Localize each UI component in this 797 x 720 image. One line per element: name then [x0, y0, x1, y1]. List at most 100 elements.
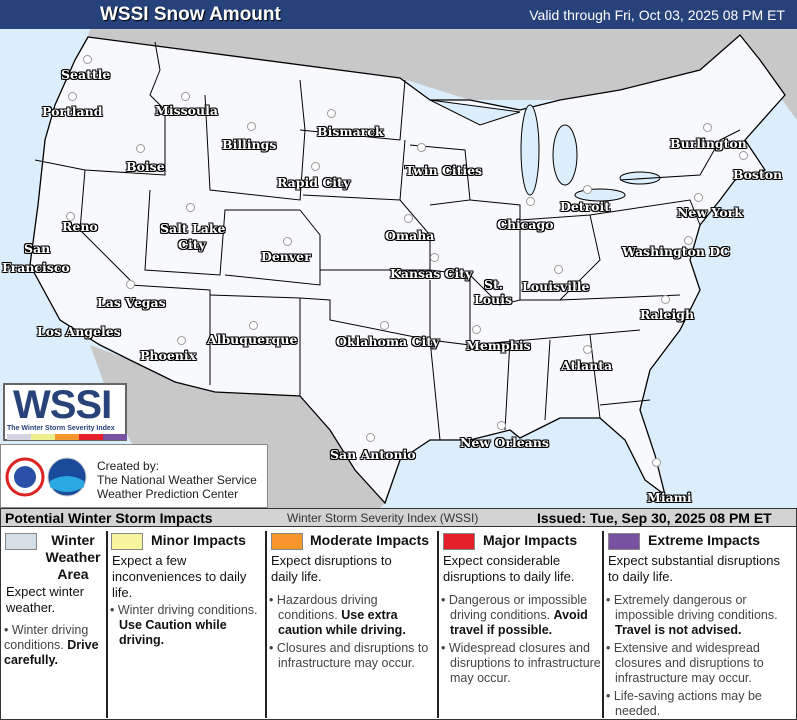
canada-land: [88, 29, 797, 120]
city-label: Miami: [647, 490, 692, 505]
logo-bar: [103, 434, 127, 440]
header-bar: WSSI Snow Amount Valid through Fri, Oct …: [0, 0, 797, 29]
city-dot: [380, 321, 389, 330]
map-title: WSSI Snow Amount: [100, 4, 281, 25]
city-dot: [68, 92, 77, 101]
bullet: • Winter driving conditions. Drive caref…: [4, 623, 99, 667]
bullet: • Closures and disruptions to infrastruc…: [269, 641, 429, 670]
city-dot: [684, 236, 693, 245]
city-label: Twin Cities: [405, 163, 483, 178]
city-dot: [404, 214, 413, 223]
legend-heading: Potential Winter Storm Impacts: [5, 510, 213, 526]
city-label: Salt Lake: [160, 221, 226, 236]
legend-extreme: Extreme Impacts Expect substantial disru…: [605, 531, 797, 718]
city-dot: [126, 280, 135, 289]
agency-logos: [5, 457, 87, 497]
credit-box: Created by: The National Weather Service…: [0, 444, 268, 508]
logo-bar: [55, 434, 79, 440]
category-expect: Expect a few inconveniences to daily lif…: [112, 553, 247, 600]
city-dot: [703, 123, 712, 132]
divider: [602, 531, 604, 718]
category-expect: Expect considerable disruptions to daily…: [443, 553, 575, 584]
impacts-legend: Potential Winter Storm Impacts Winter St…: [0, 508, 797, 720]
divider: [265, 531, 267, 718]
color-swatch: [5, 533, 37, 550]
city-dot: [430, 253, 439, 262]
city-label: Denver: [261, 249, 311, 264]
category-expect: Expect disruptions to daily life.: [271, 553, 392, 584]
city-dot: [311, 162, 320, 171]
city-dot: [583, 345, 592, 354]
city-dot: [472, 325, 481, 334]
city-dot: [554, 265, 563, 274]
city-label: Portland: [42, 104, 103, 119]
city-label: Kansas City: [390, 266, 473, 281]
city-label: Francisco: [2, 260, 70, 275]
city-label: New York: [677, 205, 743, 220]
category-title: Winter Weather Area: [45, 532, 101, 582]
logo-bar: [79, 434, 103, 440]
logo-text: WSSI: [13, 383, 112, 427]
city-label: Omaha: [385, 228, 435, 243]
bullet: • Winter driving conditions. Use Caution…: [110, 603, 258, 647]
city-dot: [526, 197, 535, 206]
bullet: • Dangerous or impossible driving condit…: [441, 593, 588, 637]
credit-line: Weather Prediction Center: [97, 487, 239, 501]
city-label: Boise: [126, 159, 165, 174]
bullet: • Extremely dangerous or impossible driv…: [606, 593, 778, 637]
logo-bar: [7, 434, 31, 440]
state-borders: [34, 41, 741, 441]
city-label: Boston: [733, 167, 783, 182]
city-dot: [186, 203, 195, 212]
divider: [106, 531, 108, 718]
color-swatch: [271, 533, 303, 550]
city-label: Louisville: [522, 279, 590, 294]
city-label: Albuquerque: [207, 332, 298, 347]
color-swatch: [111, 533, 143, 550]
city-dot: [247, 122, 256, 131]
city-dot: [283, 237, 292, 246]
legend-header: Potential Winter Storm Impacts Winter St…: [1, 509, 796, 527]
city-label: Atlanta: [561, 358, 613, 373]
city-dot: [694, 193, 703, 202]
category-title: Moderate Impacts: [310, 532, 430, 548]
city-dot: [136, 144, 145, 153]
bullet: • Widespread closures and disruptions to…: [441, 641, 601, 685]
city-label: Reno: [62, 219, 98, 234]
category-expect: Expect substantial disruptions to daily …: [608, 553, 780, 584]
city-dot: [739, 151, 748, 160]
city-label: Burlington: [670, 136, 747, 151]
divider: [437, 531, 439, 718]
city-label: Bismarck: [317, 124, 384, 139]
category-title: Extreme Impacts: [648, 532, 761, 548]
bullet: • Hazardous driving conditions. Use extr…: [269, 593, 406, 637]
category-title: Major Impacts: [483, 532, 578, 548]
city-label: City: [178, 237, 206, 252]
wssi-logo: WSSI The Winter Storm Severity Index: [3, 383, 127, 441]
credit-line: The National Weather Service: [97, 473, 257, 487]
logo-subtitle: The Winter Storm Severity Index: [7, 425, 115, 432]
city-label: Raleigh: [640, 307, 695, 322]
city-label: Chicago: [497, 217, 554, 232]
city-label: Los Angeles: [37, 324, 121, 339]
category-expect: Expect winter weather.: [6, 584, 85, 615]
city-label: New Orleans: [460, 435, 549, 450]
city-dot: [661, 295, 670, 304]
city-label: Billings: [222, 137, 277, 152]
city-dot: [417, 143, 426, 152]
city-dot: [652, 458, 661, 467]
city-label: Missoula: [155, 103, 218, 118]
category-title: Minor Impacts: [151, 532, 246, 548]
legend-major: Major Impacts Expect considerable disrup…: [440, 531, 602, 717]
city-label: Memphis: [466, 338, 531, 353]
city-label: Louis: [474, 292, 513, 307]
color-swatch: [443, 533, 475, 550]
legend-index-name: Winter Storm Severity Index (WSSI): [287, 511, 479, 525]
credit-line: Created by:: [97, 459, 160, 473]
city-label: Rapid City: [277, 175, 351, 190]
city-label: Phoenix: [140, 348, 197, 363]
city-dot: [327, 109, 336, 118]
city-dot: [66, 212, 75, 221]
city-label: Las Vegas: [97, 295, 166, 310]
city-label: Detroit: [560, 199, 611, 214]
